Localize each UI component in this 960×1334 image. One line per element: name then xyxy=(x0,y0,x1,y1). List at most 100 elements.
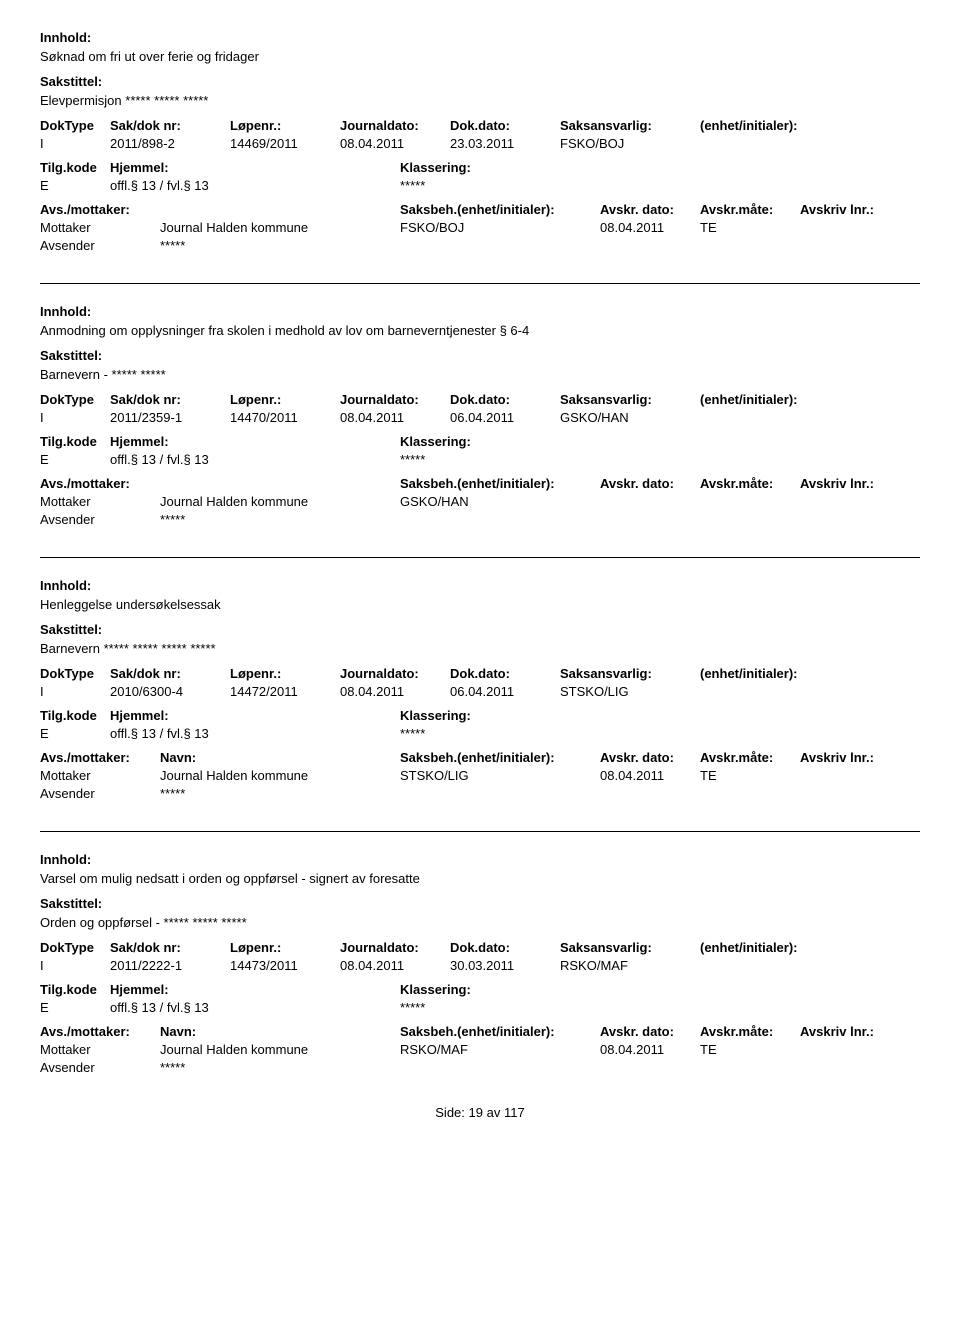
col-avskrlnr-h: Avskriv lnr.: xyxy=(800,1024,900,1039)
col-avskrdato-h: Avskr. dato: xyxy=(600,1024,700,1039)
klass-value: ***** xyxy=(400,452,600,467)
entry-separator xyxy=(40,283,920,284)
mottaker-avskrl xyxy=(800,494,900,509)
mottaker-label: Mottaker xyxy=(40,1042,160,1057)
tilgkode-value: E xyxy=(40,726,110,741)
mottaker-label: Mottaker xyxy=(40,220,160,235)
innhold-value: Varsel om mulig nedsatt i orden og oppfø… xyxy=(40,871,920,886)
ddato-value: 06.04.2011 xyxy=(450,410,560,425)
hjemmel-value: offl.§ 13 / fvl.§ 13 xyxy=(110,726,400,741)
hjemmel-value: offl.§ 13 / fvl.§ 13 xyxy=(110,178,400,193)
mottaker-label: Mottaker xyxy=(40,768,160,783)
ddato-value: 30.03.2011 xyxy=(450,958,560,973)
mottaker-row: MottakerJournal Halden kommuneFSKO/BOJ08… xyxy=(40,220,920,235)
jdato-value: 08.04.2011 xyxy=(340,136,450,151)
col-klass-h: Klassering: xyxy=(400,982,600,997)
innhold-value: Henleggelse undersøkelsessak xyxy=(40,597,920,612)
innhold-label: Innhold: xyxy=(40,304,920,319)
col-lopenr-h: Løpenr.: xyxy=(230,666,340,681)
innhold-label: Innhold: xyxy=(40,852,920,867)
ddato-value: 06.04.2011 xyxy=(450,684,560,699)
party-header-row: Avs./mottaker: Saksbeh.(enhet/initialer):… xyxy=(40,476,920,491)
mottaker-avskrl xyxy=(800,768,900,783)
party-header-row: Avs./mottaker:Navn:Saksbeh.(enhet/initia… xyxy=(40,750,920,765)
innhold-value: Anmodning om opplysninger fra skolen i m… xyxy=(40,323,920,338)
tilg-header-row: Tilg.kodeHjemmel:Klassering: xyxy=(40,434,920,449)
col-saknr-h: Sak/dok nr: xyxy=(110,666,230,681)
enhet-value xyxy=(700,958,850,973)
col-ansvar-h: Saksansvarlig: xyxy=(560,940,700,955)
dok-value-row: I2010/6300-414472/201108.04.201106.04.20… xyxy=(40,684,920,699)
mottaker-avskrd: 08.04.2011 xyxy=(600,1042,700,1057)
col-saknr-h: Sak/dok nr: xyxy=(110,940,230,955)
col-avskrlnr-h: Avskriv lnr.: xyxy=(800,202,900,217)
saknr-value: 2011/2359-1 xyxy=(110,410,230,425)
ddato-value: 23.03.2011 xyxy=(450,136,560,151)
mottaker-avskrm: TE xyxy=(700,1042,800,1057)
col-enhet-h: (enhet/initialer): xyxy=(700,392,850,407)
enhet-value xyxy=(700,136,850,151)
col-lopenr-h: Løpenr.: xyxy=(230,940,340,955)
dok-header-row: DokTypeSak/dok nr:Løpenr.:Journaldato:Do… xyxy=(40,666,920,681)
avsender-row: Avsender***** xyxy=(40,238,920,253)
col-jdato-h: Journaldato: xyxy=(340,940,450,955)
footer-page: 19 xyxy=(469,1105,483,1120)
col-ddato-h: Dok.dato: xyxy=(450,940,560,955)
mottaker-beh: RSKO/MAF xyxy=(400,1042,600,1057)
col-saksbeh-h: Saksbeh.(enhet/initialer): xyxy=(400,476,600,491)
col-ansvar-h: Saksansvarlig: xyxy=(560,392,700,407)
tilg-value-row: Eoffl.§ 13 / fvl.§ 13***** xyxy=(40,726,920,741)
col-saknr-h: Sak/dok nr: xyxy=(110,118,230,133)
mottaker-navn: Journal Halden kommune xyxy=(160,768,400,783)
journal-entry: Innhold:Søknad om fri ut over ferie og f… xyxy=(40,30,920,253)
avsender-label: Avsender xyxy=(40,512,160,527)
innhold-label: Innhold: xyxy=(40,578,920,593)
mottaker-row: MottakerJournal Halden kommuneRSKO/MAF08… xyxy=(40,1042,920,1057)
tilg-value-row: Eoffl.§ 13 / fvl.§ 13***** xyxy=(40,1000,920,1015)
col-avsmot-h: Avs./mottaker: xyxy=(40,476,160,491)
doktype-value: I xyxy=(40,684,110,699)
klass-value: ***** xyxy=(400,178,600,193)
lopenr-value: 14473/2011 xyxy=(230,958,340,973)
col-tilgkode-h: Tilg.kode xyxy=(40,982,110,997)
col-avsmot-h: Avs./mottaker: xyxy=(40,1024,160,1039)
col-klass-h: Klassering: xyxy=(400,160,600,175)
saknr-value: 2011/2222-1 xyxy=(110,958,230,973)
footer-side-label: Side: xyxy=(435,1105,465,1120)
ansvar-value: FSKO/BOJ xyxy=(560,136,700,151)
sakstittel-label: Sakstittel: xyxy=(40,896,920,911)
lopenr-value: 14469/2011 xyxy=(230,136,340,151)
col-avskrdato-h: Avskr. dato: xyxy=(600,476,700,491)
sakstittel-label: Sakstittel: xyxy=(40,622,920,637)
col-avskrmate-h: Avskr.måte: xyxy=(700,1024,800,1039)
journal-entry: Innhold: Henleggelse undersøkelsessak Saks… xyxy=(40,578,920,801)
col-avskrlnr-h: Avskriv lnr.: xyxy=(800,750,900,765)
col-doktype-h: DokType xyxy=(40,940,110,955)
avsender-label: Avsender xyxy=(40,1060,160,1075)
col-navn-h: Navn: xyxy=(160,750,400,765)
col-enhet-h: (enhet/initialer): xyxy=(700,118,850,133)
col-ddato-h: Dok.dato: xyxy=(450,118,560,133)
doktype-value: I xyxy=(40,410,110,425)
col-saksbeh-h: Saksbeh.(enhet/initialer): xyxy=(400,750,600,765)
tilg-header-row: Tilg.kodeHjemmel:Klassering: xyxy=(40,708,920,723)
col-doktype-h: DokType xyxy=(40,118,110,133)
sakstittel-value: Barnevern - ***** ***** xyxy=(40,367,920,382)
doktype-value: I xyxy=(40,958,110,973)
ansvar-value: RSKO/MAF xyxy=(560,958,700,973)
dok-header-row: DokTypeSak/dok nr:Løpenr.:Journaldato:Do… xyxy=(40,940,920,955)
col-hjemmel-h: Hjemmel: xyxy=(110,160,400,175)
mottaker-avskrm: TE xyxy=(700,220,800,235)
mottaker-row: MottakerJournal Halden kommuneSTSKO/LIG0… xyxy=(40,768,920,783)
mottaker-avskrd: 08.04.2011 xyxy=(600,768,700,783)
sakstittel-label: Sakstittel: xyxy=(40,74,920,89)
mottaker-navn: Journal Halden kommune xyxy=(160,1042,400,1057)
avsender-row: Avsender***** xyxy=(40,786,920,801)
col-avsmot-h: Avs./mottaker: xyxy=(40,202,160,217)
mottaker-avskrl xyxy=(800,1042,900,1057)
sakstittel-value: Elevpermisjon ***** ***** ***** xyxy=(40,93,920,108)
mottaker-avskrm: TE xyxy=(700,768,800,783)
col-tilgkode-h: Tilg.kode xyxy=(40,434,110,449)
mottaker-beh: STSKO/LIG xyxy=(400,768,600,783)
tilg-value-row: Eoffl.§ 13 / fvl.§ 13***** xyxy=(40,452,920,467)
